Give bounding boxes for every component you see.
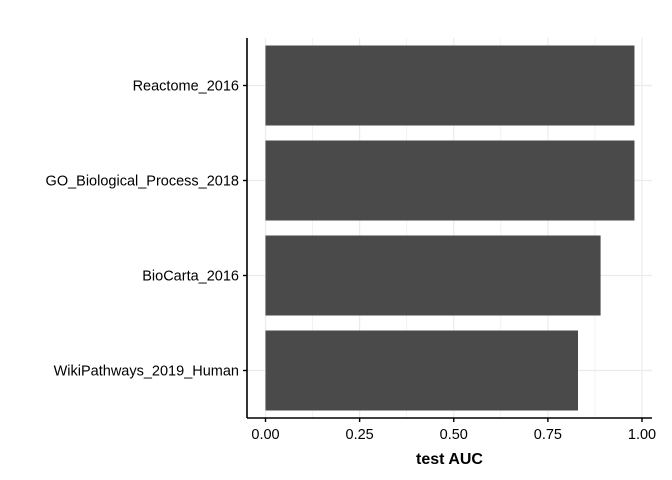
- axes: [246, 38, 652, 419]
- x-tick-label: 0.25: [346, 427, 374, 443]
- y-axis-ticks: Reactome_2016 GO_Biological_Process_2018 B…: [46, 79, 247, 380]
- x-axis-title: test AUC: [416, 451, 483, 468]
- bar-biocarta-2016: [265, 235, 601, 316]
- y-tick-label: WikiPathways_2019_Human: [54, 364, 239, 380]
- x-tick-label: 1.00: [628, 427, 656, 443]
- y-tick-label: BioCarta_2016: [142, 269, 239, 285]
- x-tick-label: 0.50: [440, 427, 468, 443]
- y-tick-label: Reactome_2016: [133, 79, 239, 95]
- x-tick-label: 0.75: [534, 427, 562, 443]
- bar-go-biological-process-2018: [265, 140, 635, 221]
- bar-reactome-2016: [265, 45, 635, 126]
- x-axis-ticks: 0.00 0.25 0.50 0.75 1.00: [251, 418, 656, 443]
- bar-wikipathways-2019-human: [265, 330, 578, 411]
- bars: [265, 45, 635, 411]
- x-tick-label: 0.00: [251, 427, 279, 443]
- y-tick-label: GO_Biological_Process_2018: [46, 174, 239, 190]
